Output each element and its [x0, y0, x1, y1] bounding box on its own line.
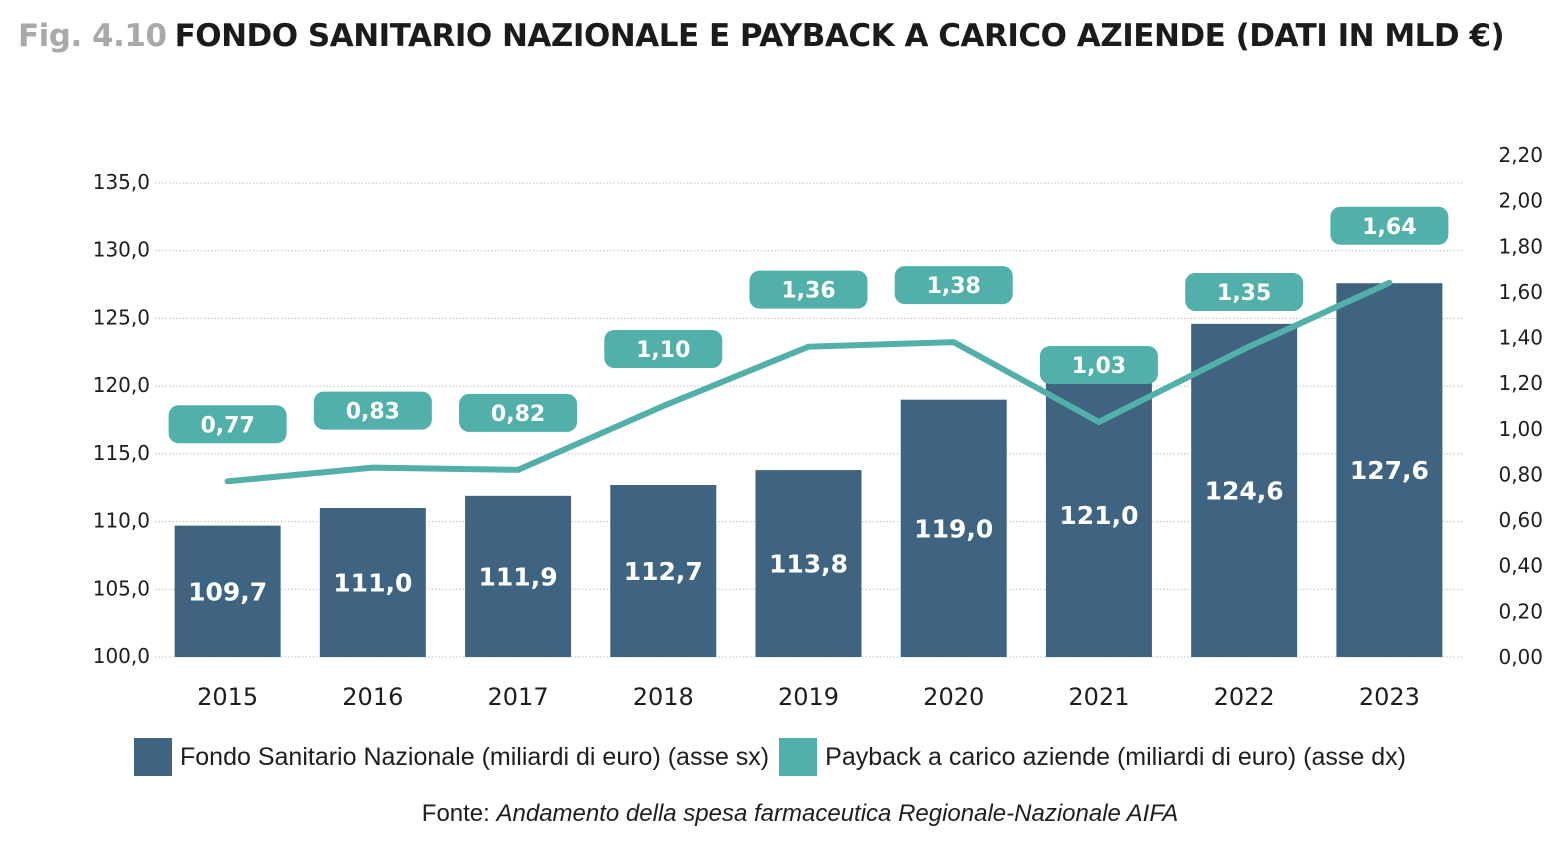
x-tick-label: 2018 — [633, 683, 694, 711]
right-tick-label: 0,40 — [1498, 554, 1543, 578]
left-tick-label: 105,0 — [93, 576, 150, 600]
legend-label-payback: Payback a carico aziende (miliardi di eu… — [825, 742, 1406, 771]
x-tick-label: 2023 — [1359, 683, 1420, 711]
x-tick-label: 2017 — [488, 683, 549, 711]
bar-value-label: 112,7 — [624, 557, 703, 586]
bar-value-label: 109,7 — [188, 577, 267, 606]
x-tick-label: 2015 — [197, 683, 258, 711]
right-tick-label: 1,40 — [1498, 326, 1543, 350]
payback-value-label: 0,82 — [491, 402, 545, 427]
bar-value-label: 127,6 — [1350, 456, 1429, 485]
payback-label-pill — [459, 393, 578, 432]
right-tick-label: 0,20 — [1498, 599, 1543, 623]
right-tick-label: 2,20 — [1498, 143, 1543, 167]
title-text: FONDO SANITARIO NAZIONALE E PAYBACK A CA… — [174, 18, 1505, 54]
right-tick-label: 1,00 — [1498, 417, 1543, 441]
payback-value-label: 1,10 — [636, 338, 690, 363]
payback-value-label: 0,77 — [200, 413, 254, 438]
left-tick-label: 100,0 — [93, 644, 150, 668]
x-tick-label: 2022 — [1214, 683, 1275, 711]
payback-label-pill — [894, 266, 1013, 305]
left-axis: 100,0 105,0 110,0 115,0 120,0 125,0 130,0 135,0 — [93, 170, 150, 668]
source-prefix: Fonte: — [421, 800, 497, 827]
payback-label-pill — [313, 391, 432, 430]
bars: 109,7 111,0 111,9 112,7 113,8 119,0 121,0 124,6… — [174, 283, 1443, 657]
x-tick-label: 2019 — [778, 683, 839, 711]
figure-number: Fig. 4.10 — [18, 18, 167, 54]
right-tick-label: 1,60 — [1498, 280, 1543, 304]
source-note: Fonte: Andamento della spesa farmaceutic… — [0, 800, 1560, 828]
payback-label-pill — [604, 330, 723, 368]
legend: Fondo Sanitario Nazionale (miliardi di e… — [134, 738, 1416, 776]
bar — [755, 470, 862, 657]
x-tick-label: 2021 — [1068, 683, 1129, 711]
right-tick-label: 1,20 — [1498, 371, 1543, 395]
bar-value-label: 119,0 — [914, 514, 993, 543]
payback-label-pill — [749, 270, 868, 309]
right-tick-label: 0,00 — [1498, 645, 1543, 669]
bar-value-label: 111,0 — [333, 569, 412, 598]
payback-value-label: 1,64 — [1362, 215, 1416, 240]
payback-labels: 0,77 0,83 0,82 1,10 1,36 1,38 1,03 1,35 1,64 — [168, 206, 1449, 444]
payback-value-label: 1,03 — [1072, 354, 1126, 379]
legend-label-fondo: Fondo Sanitario Nazionale (miliardi di e… — [180, 742, 770, 771]
legend-swatch-line — [779, 738, 818, 776]
bar — [319, 508, 426, 657]
payback-label-pill — [1330, 206, 1449, 245]
left-tick-label: 110,0 — [93, 509, 150, 533]
bar-value-label: 113,8 — [769, 550, 848, 579]
payback-label-pill — [168, 405, 287, 444]
legend-item-payback: Payback a carico aziende (miliardi di eu… — [779, 738, 1406, 776]
source-text: Andamento della spesa farmaceutica Regio… — [496, 800, 1179, 827]
left-tick-label: 125,0 — [93, 305, 150, 329]
left-tick-label: 130,0 — [93, 238, 150, 262]
legend-swatch-bar — [134, 738, 172, 776]
bar-value-label: 111,9 — [479, 562, 558, 591]
payback-label-pill — [1185, 272, 1304, 311]
right-tick-label: 1,80 — [1498, 234, 1543, 258]
right-tick-label: 2,00 — [1498, 189, 1543, 213]
right-axis: 0,00 0,20 0,40 0,60 0,80 1,00 1,20 1,40 1,60 1,80… — [1498, 143, 1543, 669]
left-tick-label: 115,0 — [93, 441, 150, 465]
right-tick-label: 0,60 — [1498, 508, 1543, 532]
left-tick-label: 120,0 — [93, 373, 150, 397]
bar — [465, 495, 572, 657]
x-axis: 2015 2016 2017 2018 2019 2020 2021 2022 2023 — [197, 683, 1420, 711]
payback-value-label: 1,36 — [781, 279, 835, 304]
bar — [174, 525, 281, 657]
bar — [1336, 283, 1443, 657]
bar-value-label: 121,0 — [1059, 501, 1138, 530]
left-tick-label: 135,0 — [93, 170, 150, 194]
right-tick-label: 0,80 — [1498, 462, 1543, 486]
payback-label-pill — [1039, 345, 1158, 384]
payback-value-label: 1,35 — [1217, 281, 1271, 306]
bar-value-label: 124,6 — [1205, 476, 1284, 505]
bar — [900, 399, 1007, 657]
x-tick-label: 2016 — [342, 683, 403, 711]
x-tick-label: 2020 — [923, 683, 984, 711]
bar — [1191, 323, 1298, 657]
payback-line-group — [224, 279, 1393, 485]
bar — [610, 485, 717, 657]
legend-item-fondo: Fondo Sanitario Nazionale (miliardi di e… — [134, 738, 769, 776]
chart-title: Fig. 4.10 FONDO SANITARIO NAZIONALE E PAY… — [18, 18, 1505, 54]
payback-value-label: 1,38 — [927, 274, 981, 299]
payback-value-label: 0,83 — [346, 400, 400, 425]
